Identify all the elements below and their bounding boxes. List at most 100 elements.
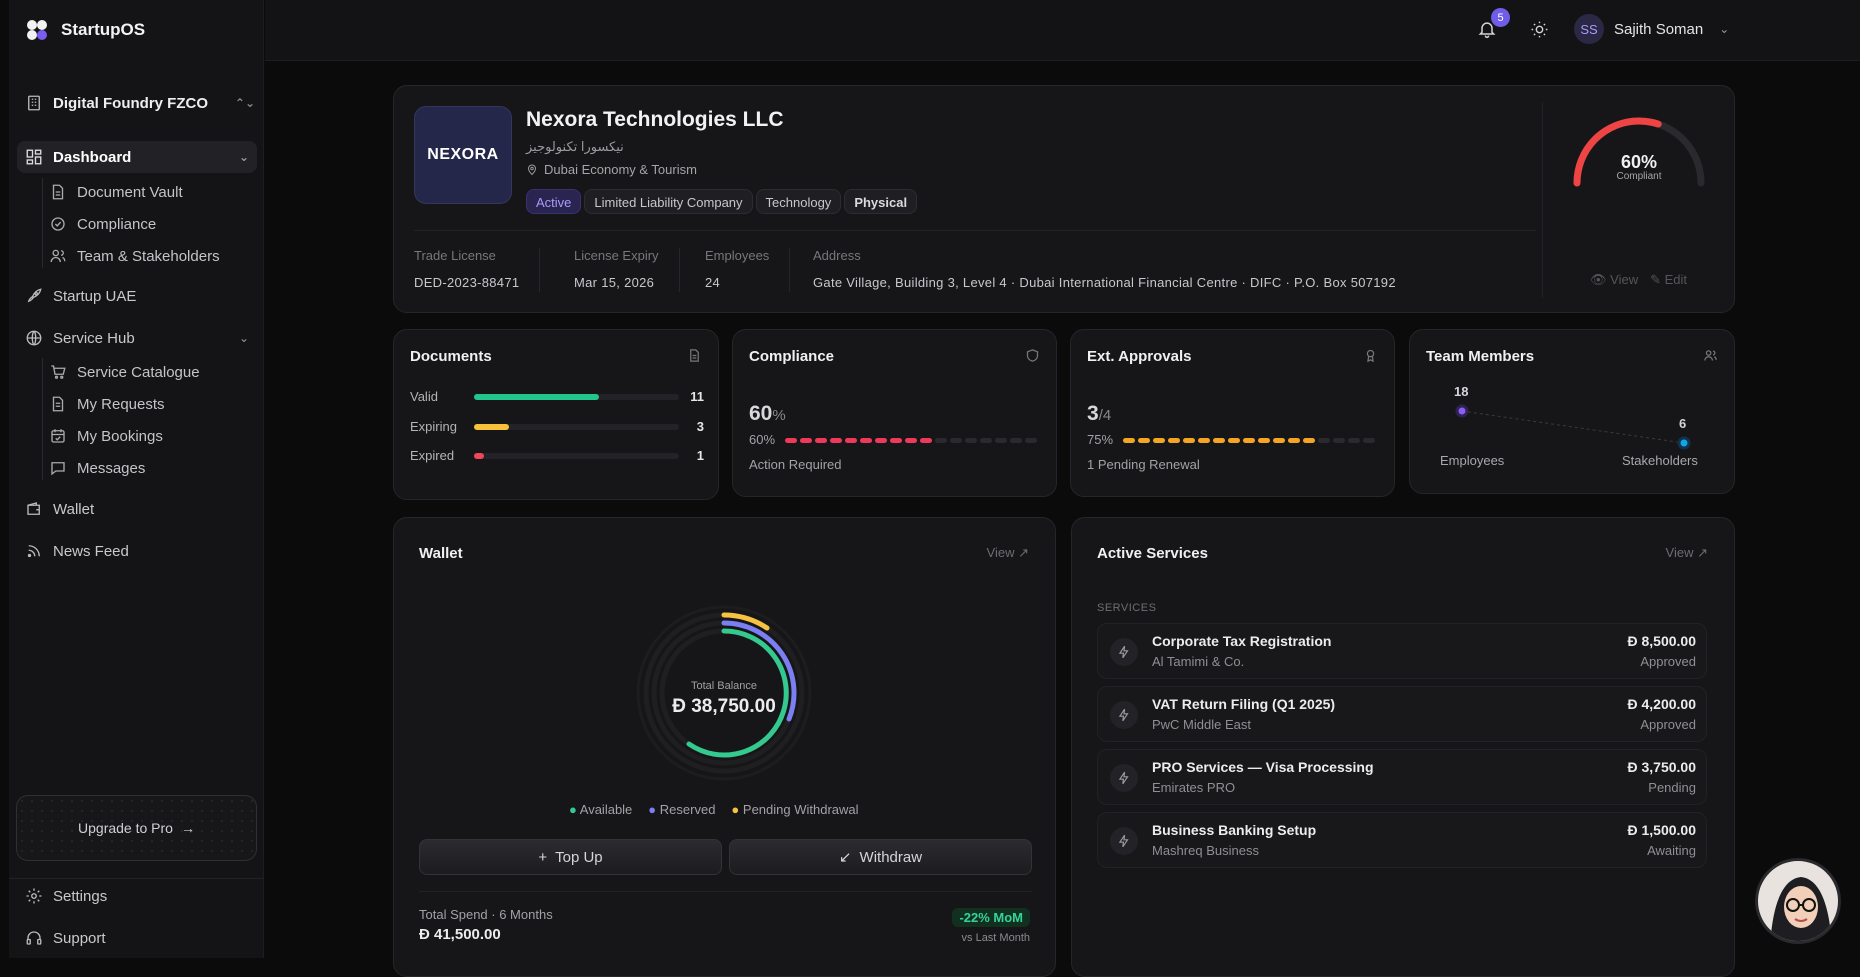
upgrade-to-pro-button[interactable]: Upgrade to Pro → <box>16 795 257 861</box>
nav-my-requests[interactable]: My Requests <box>49 395 165 413</box>
document-row-expiring: Expiring 3 <box>410 418 704 436</box>
segment <box>1243 438 1255 443</box>
segment <box>875 438 887 443</box>
document-row-valid: Valid 11 <box>410 388 704 406</box>
services-title: Active Services <box>1097 545 1208 562</box>
nav-startup-uae-label: Startup UAE <box>53 287 137 305</box>
service-name: Business Banking Setup <box>1152 822 1317 838</box>
legend-reserved-label: Reserved <box>659 802 716 817</box>
notification-badge: 5 <box>1491 8 1510 27</box>
documents-card[interactable]: Documents Valid 11 Expiring 3 Expired 1 <box>393 329 719 500</box>
organization-name: Digital Foundry FZCO <box>53 94 208 112</box>
compliance-card[interactable]: Compliance 60% 60% Action Required <box>732 329 1057 497</box>
segment <box>1183 438 1195 443</box>
award-icon <box>1366 349 1375 363</box>
segment <box>935 438 947 443</box>
check-circle-icon <box>51 217 65 231</box>
chevron-down-icon: ⌄ <box>238 150 249 164</box>
team-members-card[interactable]: Team Members 18 6 Employees Stakeholders <box>1409 329 1735 494</box>
wallet-view-link[interactable]: View ↗ <box>987 545 1029 561</box>
brand[interactable]: StartupOS <box>25 18 145 42</box>
rocket-icon <box>27 288 42 303</box>
company-authority: Dubai Economy & Tourism <box>526 162 697 177</box>
segment <box>1010 438 1022 443</box>
services-view-link[interactable]: View ↗ <box>1666 545 1708 561</box>
nav-news-feed[interactable]: News Feed <box>17 535 257 567</box>
nav-service-hub[interactable]: Service Hub ⌄ <box>17 322 257 354</box>
sidebar-divider <box>9 878 263 879</box>
compliance-segment-bar <box>785 438 1037 443</box>
segment <box>1025 438 1037 443</box>
nav-wallet[interactable]: Wallet <box>17 493 257 525</box>
meta-value: Gate Village, Building 3, Level 4 · Duba… <box>813 275 1396 290</box>
team-mini-chart <box>1455 404 1691 450</box>
edit-label: Edit <box>1664 272 1688 287</box>
tree-line <box>42 358 43 480</box>
segment <box>1138 438 1150 443</box>
approvals-card[interactable]: Ext. Approvals 3/4 75% 1 Pending Renewal <box>1070 329 1395 497</box>
nav-support[interactable]: Support <box>17 922 257 954</box>
tag-legal-form: Limited Liability Company <box>584 189 753 214</box>
wallet-view-label: View <box>986 545 1015 560</box>
nav-messages[interactable]: Messages <box>49 459 145 477</box>
notifications-button[interactable]: 5 <box>1477 8 1510 44</box>
service-item[interactable]: PRO Services — Visa Processing Emirates P… <box>1097 749 1707 805</box>
segment <box>845 438 857 443</box>
service-item[interactable]: Business Banking Setup Mashreq Business Đ … <box>1097 812 1707 868</box>
legend-available: ● Available <box>569 802 633 817</box>
nav-service-catalogue[interactable]: Service Catalogue <box>49 363 200 381</box>
compliance-status: Action Required <box>749 457 842 472</box>
nav-startup-uae[interactable]: Startup UAE <box>17 280 257 312</box>
view-label: View <box>1610 272 1639 287</box>
cart-icon <box>51 365 66 379</box>
organization-switcher[interactable]: Digital Foundry FZCO ⌃⌄ <box>25 94 255 112</box>
spend-value: Đ 41,500.00 <box>419 926 501 943</box>
withdraw-button[interactable]: ↙ Withdraw <box>729 839 1032 875</box>
theme-toggle-button[interactable] <box>1530 20 1549 44</box>
segment <box>1303 438 1315 443</box>
nav-wallet-label: Wallet <box>53 500 95 518</box>
nav-dashboard-label: Dashboard <box>53 148 132 166</box>
service-amount: Đ 8,500.00 <box>1627 633 1697 649</box>
document-row-label: Expiring <box>410 419 457 434</box>
nav-dashboard[interactable]: Dashboard ⌄ <box>17 141 257 173</box>
view-profile-button[interactable]: 👁 View <box>1590 272 1638 288</box>
services-section-label: SERVICES <box>1097 602 1157 614</box>
nav-document-vault[interactable]: Document Vault <box>49 183 183 201</box>
legend-reserved: ● Reserved <box>648 802 716 817</box>
nav-settings[interactable]: Settings <box>17 880 257 912</box>
document-row-count: 3 <box>696 419 704 434</box>
top-up-button[interactable]: + Top Up <box>419 839 722 875</box>
segment <box>785 438 797 443</box>
nav-service-catalogue-label: Service Catalogue <box>77 363 200 381</box>
nav-my-requests-label: My Requests <box>77 395 165 413</box>
meta-value: Mar 15, 2026 <box>574 275 655 290</box>
nav-team-stakeholders[interactable]: Team & Stakeholders <box>49 247 220 265</box>
company-profile-card: NEXORA Nexora Technologies LLC نيكسورا ت… <box>393 85 1735 313</box>
meta-label: License Expiry <box>574 248 659 263</box>
approvals-segment-bar <box>1123 438 1375 443</box>
nav-support-label: Support <box>53 929 106 947</box>
user-menu[interactable]: SS Sajith Soman ⌄ <box>1574 14 1729 44</box>
service-item[interactable]: VAT Return Filing (Q1 2025) PwC Middle Ea… <box>1097 686 1707 742</box>
nav-my-bookings[interactable]: My Bookings <box>49 427 163 445</box>
document-row-count: 1 <box>696 448 704 463</box>
segment <box>890 438 902 443</box>
meta-address: Address Gate Village, Building 3, Level … <box>813 248 1396 290</box>
edit-profile-button[interactable]: ✎ Edit <box>1650 272 1687 288</box>
assistant-avatar-button[interactable] <box>1755 858 1841 944</box>
compliance-title: Compliance <box>749 348 835 365</box>
employees-point <box>1455 404 1469 418</box>
balance-label: Total Balance <box>690 680 758 692</box>
document-row-label: Valid <box>410 389 438 404</box>
approvals-denom: /4 <box>1098 407 1112 424</box>
segment <box>1168 438 1180 443</box>
chevron-updown-icon: ⌃⌄ <box>234 96 255 110</box>
segment <box>965 438 977 443</box>
chevron-down-icon: ⌄ <box>238 331 249 345</box>
nav-compliance[interactable]: Compliance <box>49 215 156 233</box>
service-item[interactable]: Corporate Tax Registration Al Tamimi & Co… <box>1097 623 1707 679</box>
meta-label: Address <box>813 248 861 263</box>
segment <box>995 438 1007 443</box>
segment <box>1318 438 1330 443</box>
